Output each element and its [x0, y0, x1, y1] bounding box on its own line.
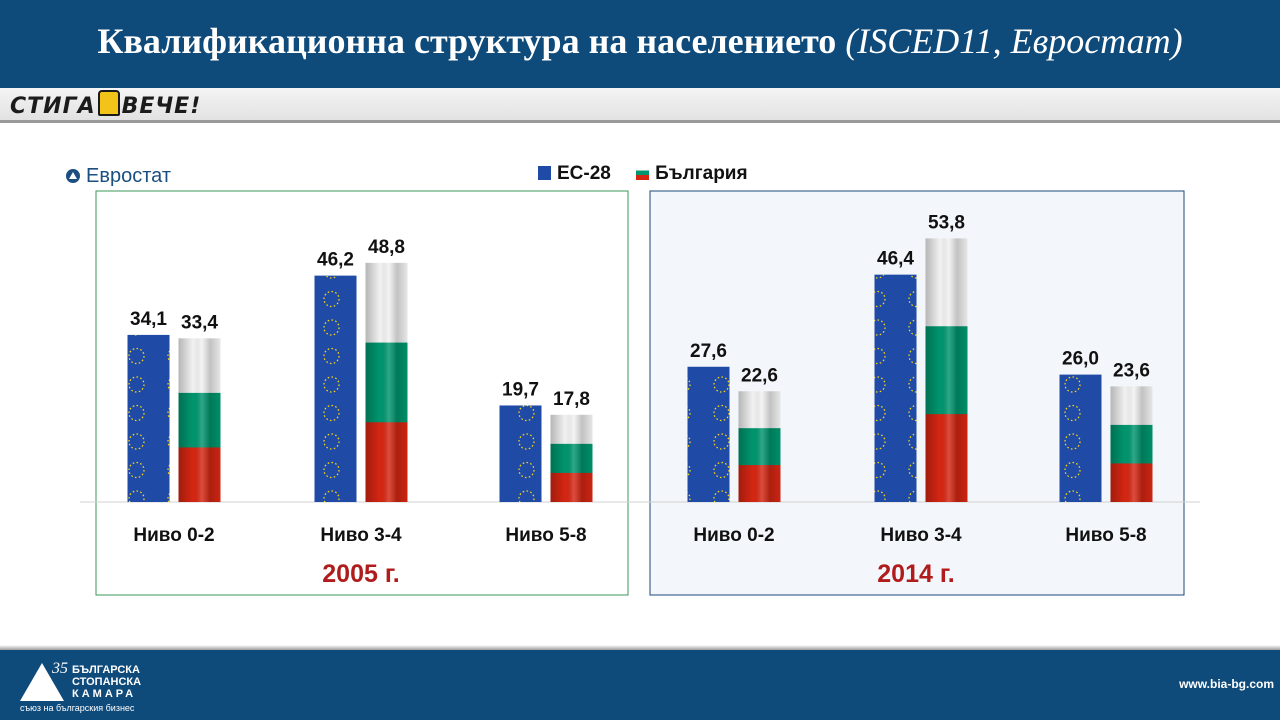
- bar-bg-shading: [925, 238, 968, 502]
- website-link[interactable]: www.bia-bg.com: [1179, 677, 1274, 691]
- value-label-eu: 46,2: [317, 250, 354, 271]
- bar-eu-stars: [127, 334, 170, 502]
- category-label: Ниво 3-4: [880, 525, 962, 546]
- page-title-source: (ISCED11, Евростат): [845, 21, 1183, 61]
- page-title: Квалификационна структура на населението…: [0, 20, 1280, 62]
- value-label-bg: 17,8: [553, 389, 590, 410]
- value-label-eu: 27,6: [690, 341, 727, 362]
- year-label: 2005 г.: [322, 560, 399, 588]
- bar-bg-shading: [550, 414, 593, 502]
- value-label-bg: 53,8: [928, 212, 965, 233]
- bar-bg-shading: [1110, 386, 1153, 502]
- bar-eu-stars: [499, 405, 542, 502]
- category-label: Ниво 0-2: [133, 525, 214, 546]
- bar-bg-shading: [738, 391, 781, 502]
- logo-text: БЪЛГАРСКА СТОПАНСКА КАМАРА: [72, 664, 142, 700]
- chart-legend: ЕС-28 България: [538, 163, 768, 185]
- value-label-bg: 33,4: [181, 312, 218, 333]
- value-label-bg: 22,6: [741, 365, 778, 386]
- logo-years: 35: [52, 660, 68, 677]
- logo-tagline: съюз на българския бизнес: [20, 703, 135, 713]
- bar-bg-shading: [365, 262, 408, 502]
- bulgaria-flag-icon: [636, 166, 650, 180]
- title-bar: [0, 0, 1280, 88]
- source-label: Евростат: [66, 165, 171, 188]
- bcci-logo-icon: [20, 663, 64, 701]
- category-label: Ниво 3-4: [320, 525, 402, 546]
- brand-logo: СТИГА ВЕЧЕ!: [10, 90, 201, 119]
- footer-bar: [0, 650, 1280, 720]
- page-title-main: Квалификационна структура на населението: [97, 21, 837, 61]
- bar-eu-stars: [1059, 374, 1102, 502]
- category-label: Ниво 5-8: [505, 525, 586, 546]
- bar-eu-stars: [314, 275, 357, 502]
- category-label: Ниво 5-8: [1065, 525, 1146, 546]
- value-label-bg: 23,6: [1113, 360, 1150, 381]
- legend-item-bg: България: [636, 163, 748, 185]
- fist-icon: [97, 90, 120, 116]
- value-label-eu: 34,1: [130, 309, 167, 330]
- bar-eu-stars: [687, 366, 730, 502]
- year-label: 2014 г.: [877, 560, 954, 588]
- value-label-eu: 26,0: [1062, 349, 1099, 370]
- legend-item-eu: ЕС-28: [538, 163, 611, 185]
- bar-eu-stars: [874, 274, 917, 502]
- bar-bg-shading: [178, 338, 221, 502]
- eurostat-icon: [66, 169, 80, 183]
- value-label-bg: 48,8: [368, 237, 405, 258]
- brand-bar: [0, 88, 1280, 123]
- category-label: Ниво 0-2: [693, 525, 774, 546]
- eu-flag-icon: [538, 166, 551, 180]
- footer-divider: [0, 645, 1280, 650]
- value-label-eu: 19,7: [502, 379, 539, 400]
- value-label-eu: 46,4: [877, 249, 914, 270]
